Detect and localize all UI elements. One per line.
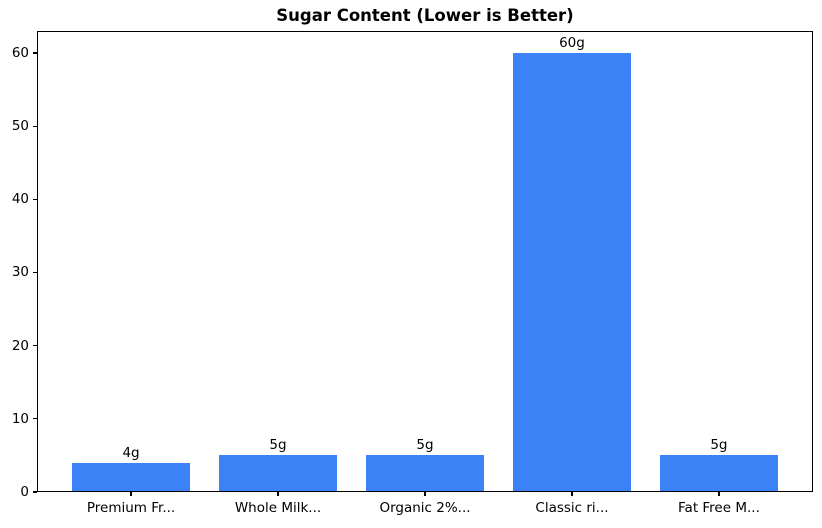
x-tick-label: Whole Milk... [234,500,322,516]
y-tick-label: 20 [11,337,29,354]
bar-value-label: 5g [416,437,434,454]
bar-value-label: 4g [122,444,140,461]
x-tick-mark [277,492,279,496]
y-tick-mark [33,198,37,200]
chart-title: Sugar Content (Lower is Better) [276,6,574,25]
bar-value-label: 5g [269,437,287,454]
y-tick-mark [33,271,37,274]
x-tick-label: Classic ri... [535,500,609,516]
bar [366,455,484,492]
y-tick-label: 50 [11,118,29,135]
y-tick-mark [33,418,37,420]
x-tick-label: Organic 2%... [379,500,471,516]
y-tick-mark [33,125,37,127]
bar [219,455,337,492]
x-tick-mark [424,492,426,496]
bar [513,52,631,492]
bar-value-label: 60g [559,34,585,51]
y-tick-label: 10 [11,410,29,427]
bar-value-label: 5g [710,437,728,454]
x-tick-mark [130,492,132,496]
bar [660,455,778,492]
y-tick-mark [33,52,37,54]
y-tick-mark [33,345,37,347]
bar [72,462,190,492]
x-tick-mark [718,492,720,496]
x-tick-mark [571,492,573,496]
y-tick-label: 0 [20,484,29,500]
y-tick-label: 30 [11,264,29,281]
x-tick-label: Fat Free M... [678,500,760,516]
x-tick-label: Premium Fr... [86,500,176,516]
y-tick-mark [33,491,37,493]
plot-area [37,31,813,492]
y-tick-label: 40 [11,191,29,208]
y-tick-label: 60 [11,44,29,61]
